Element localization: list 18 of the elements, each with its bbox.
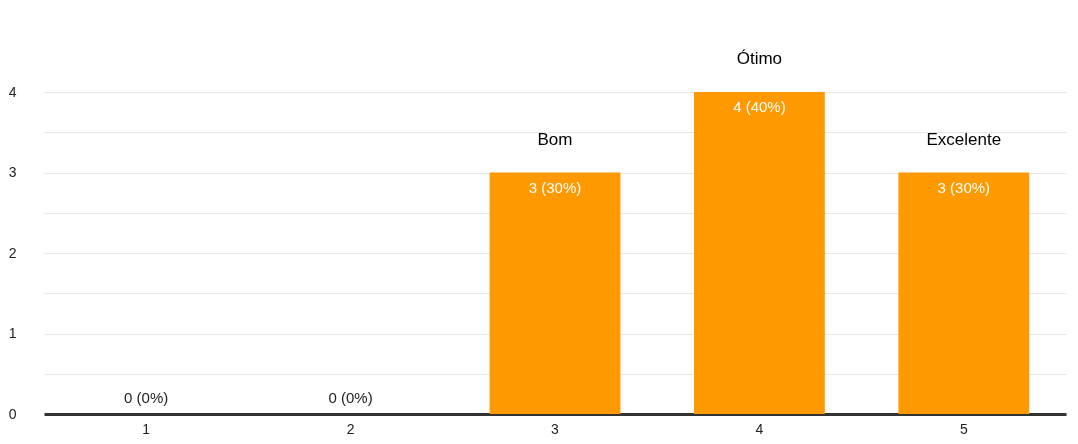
data-label: 3 (30%) <box>937 178 991 196</box>
data-label: 3 (30%) <box>528 178 582 196</box>
y-tick-label: 2 <box>8 244 17 261</box>
data-label: 0 (0%) <box>124 389 169 406</box>
y-tick-label: 3 <box>8 164 17 180</box>
x-tick-label: 2 <box>346 420 355 437</box>
annotation: Bom <box>537 129 573 149</box>
y-tick-label: 1 <box>8 325 17 341</box>
y-tick-label: 4 <box>8 83 17 100</box>
annotation: Ótimo <box>736 49 783 68</box>
annotation: Excelente <box>926 129 1002 149</box>
data-label: 4 (40%) <box>733 98 786 115</box>
x-tick-label: 3 <box>551 420 560 437</box>
y-tick-label: 0 <box>8 405 17 422</box>
x-tick-label: 5 <box>959 420 968 437</box>
x-tick-label: 1 <box>142 420 151 437</box>
x-tick-label: 4 <box>755 420 764 437</box>
data-label: 0 (0%) <box>328 389 373 406</box>
